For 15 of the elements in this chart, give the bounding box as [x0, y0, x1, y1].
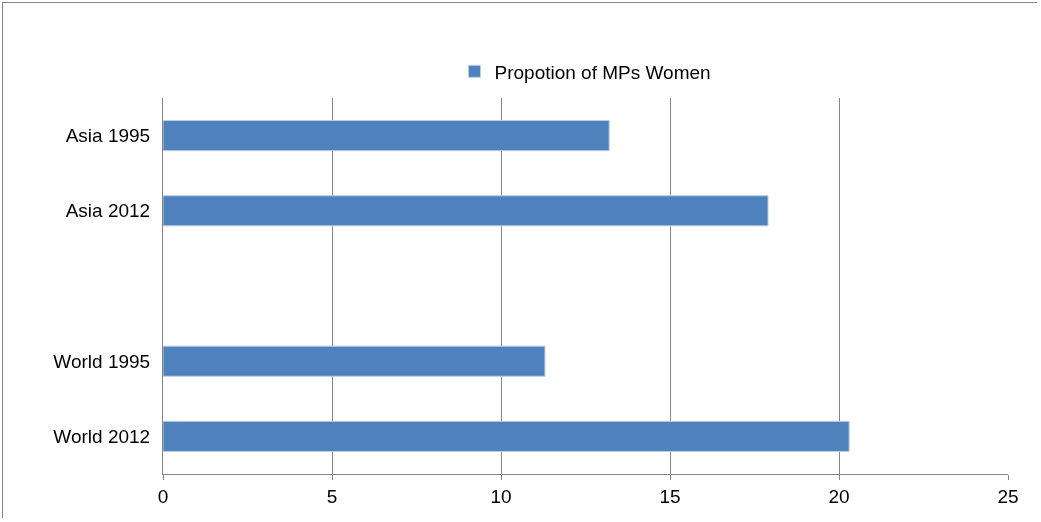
x-tick-label: 15 — [659, 485, 681, 507]
bar — [163, 120, 610, 152]
x-tick-label: 20 — [828, 485, 850, 507]
bar — [163, 420, 850, 452]
y-tick-label: Asia 1995 — [65, 125, 151, 147]
y-tick-label: World 2012 — [53, 426, 151, 448]
bar — [163, 345, 546, 377]
x-tick-label: 5 — [326, 485, 338, 507]
y-tick-label: World 1995 — [53, 350, 151, 372]
y-tick-label: Asia 2012 — [65, 200, 151, 222]
legend-label: Propotion of MPs Women — [494, 61, 711, 83]
x-tick-label: 0 — [157, 485, 169, 507]
x-tick-label: 10 — [490, 485, 512, 507]
bar — [163, 195, 769, 227]
x-tick-label: 25 — [997, 485, 1019, 507]
